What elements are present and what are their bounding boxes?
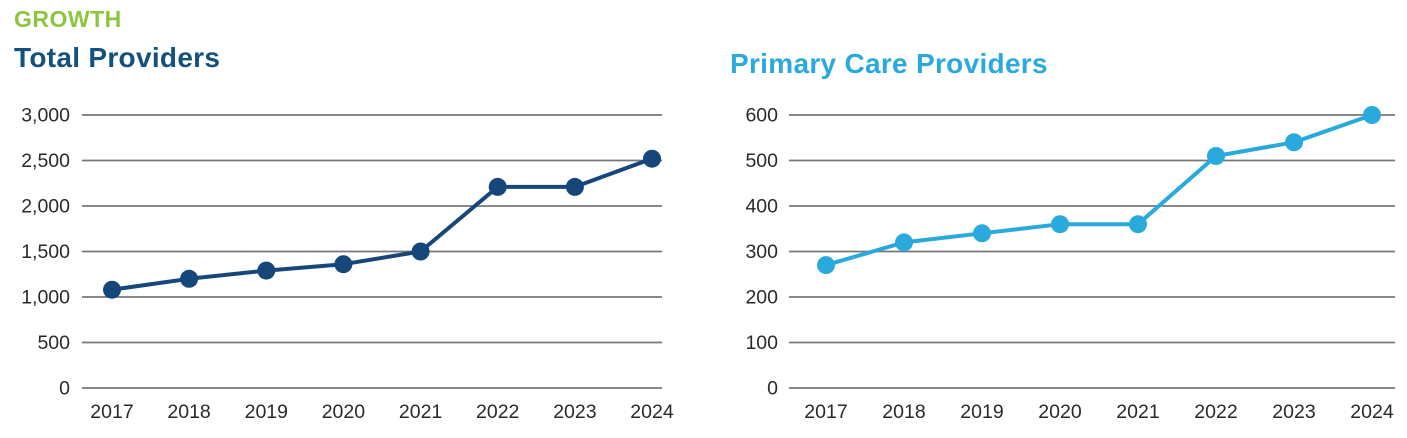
x-tick-label: 2017 [804, 401, 847, 423]
y-tick-label: 1,500 [21, 241, 70, 263]
y-tick-label: 300 [745, 241, 778, 263]
primary-care-providers-chart: 600 500 400 300 200 100 0 2017 2018 2019 2020 2021 2… [745, 105, 1395, 423]
x-tick-label: 2021 [1116, 401, 1159, 423]
x-tick-label: 2019 [245, 401, 288, 423]
data-point [180, 269, 199, 288]
data-point [643, 149, 661, 168]
x-tick-label: 2022 [1194, 401, 1237, 423]
x-tick-label: 2024 [1350, 401, 1394, 423]
y-tick-label: 100 [745, 332, 778, 354]
data-point [895, 233, 913, 252]
data-point [1129, 215, 1147, 234]
x-tick-label: 2023 [553, 401, 596, 423]
total-providers-chart: 3,000 2,500 2,000 1,500 1,000 500 0 2017 2018 201… [21, 105, 674, 424]
data-point [411, 242, 430, 261]
y-tick-label: 3,000 [21, 105, 70, 127]
series-line [110, 156, 654, 292]
section-label: GROWTH [14, 6, 122, 32]
data-point [565, 177, 584, 196]
x-tick-label: 2018 [882, 401, 925, 423]
data-point [973, 224, 991, 243]
data-point [817, 256, 835, 275]
primary-care-providers-title: Primary Care Providers [730, 48, 1048, 79]
series-line [824, 113, 1374, 268]
data-point [334, 255, 353, 274]
y-tick-label: 0 [59, 378, 70, 400]
data-point [1051, 215, 1069, 234]
data-point [1285, 133, 1303, 152]
y-tick-label: 200 [745, 287, 778, 309]
data-point [1207, 147, 1225, 165]
x-tick-label: 2023 [1272, 401, 1315, 423]
y-tick-label: 600 [745, 105, 778, 127]
x-tick-label: 2024 [630, 401, 674, 423]
x-tick-label: 2021 [399, 401, 442, 423]
data-point [257, 261, 276, 280]
total-providers-title: Total Providers [14, 42, 221, 73]
data-point [488, 177, 507, 196]
x-tick-label: 2017 [90, 401, 133, 423]
x-tick-label: 2020 [1038, 401, 1082, 423]
x-tick-label: 2020 [322, 401, 366, 423]
y-tick-label: 500 [37, 332, 70, 354]
y-tick-label: 2,500 [21, 150, 70, 172]
y-tick-label: 500 [745, 150, 778, 172]
x-tick-label: 2022 [476, 401, 519, 423]
x-tick-label: 2018 [167, 401, 210, 423]
y-tick-label: 400 [745, 196, 778, 218]
y-tick-label: 2,000 [21, 196, 70, 218]
data-point [1363, 106, 1381, 124]
x-tick-label: 2019 [960, 401, 1003, 423]
y-tick-label: 1,000 [21, 287, 70, 309]
y-tick-label: 0 [767, 378, 778, 400]
data-point [103, 280, 121, 299]
